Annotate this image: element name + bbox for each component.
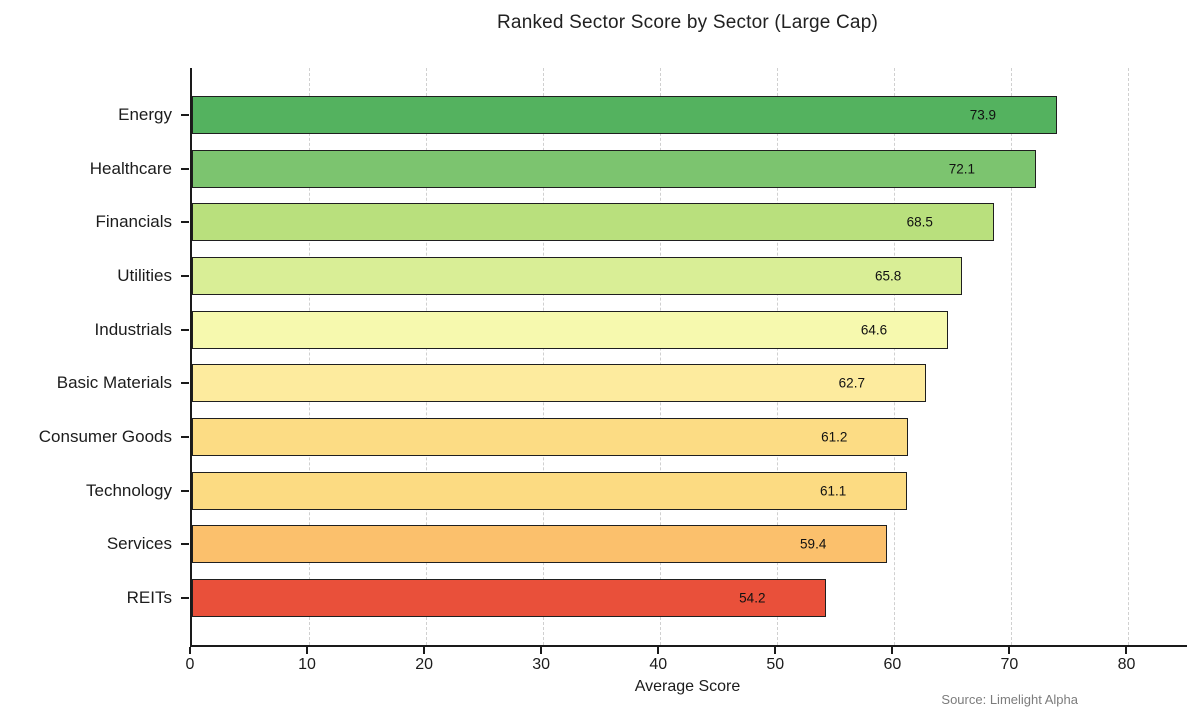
bar-value-label: 73.9 — [969, 107, 997, 123]
x-tick-mark — [540, 647, 543, 654]
x-tick-mark — [423, 647, 426, 654]
x-tick-mark — [657, 647, 660, 654]
x-tick-mark — [189, 647, 191, 654]
gridline-x-50 — [776, 68, 778, 645]
y-tick-mark — [181, 436, 189, 438]
gridline-x-70 — [1010, 68, 1012, 645]
x-tick-label-40: 40 — [649, 656, 668, 673]
y-tick-mark — [181, 114, 189, 116]
bar-energy: 73.9 — [192, 96, 1058, 134]
x-tick-label-30: 30 — [532, 656, 551, 673]
gridline-x-20 — [425, 68, 427, 645]
bar-reits: 54.2 — [192, 579, 827, 617]
bar-consumer-goods: 61.2 — [192, 418, 909, 456]
category-label-consumer-goods: Consumer Goods — [38, 427, 172, 446]
category-label-industrials: Industrials — [94, 319, 172, 339]
bar-value-label: 61.2 — [821, 429, 848, 445]
chart-title: Ranked Sector Score by Sector (Large Cap… — [497, 12, 878, 33]
gridline-x-40 — [659, 68, 661, 645]
category-label-financials: Financials — [95, 212, 172, 232]
gridline-x-80 — [1127, 68, 1129, 645]
gridline-x-60 — [893, 68, 895, 645]
x-tick-label-50: 50 — [766, 656, 785, 673]
bar-technology: 61.1 — [192, 471, 908, 510]
x-tick-label-20: 20 — [415, 656, 434, 673]
bar-value-label: 64.6 — [860, 322, 888, 338]
source-note: Source: Limelight Alpha — [941, 692, 1078, 707]
category-label-reits: REITs — [126, 588, 172, 607]
x-tick-label-80: 80 — [1117, 656, 1136, 673]
y-tick-mark — [181, 328, 189, 331]
x-tick-mark — [774, 647, 777, 654]
y-tick-mark — [181, 489, 189, 492]
bar-financials: 68.5 — [192, 203, 994, 242]
category-label-technology: Technology — [85, 480, 172, 500]
x-tick-label-70: 70 — [1000, 656, 1019, 673]
bar-utilities: 65.8 — [192, 257, 963, 295]
x-tick-mark — [891, 647, 894, 654]
x-tick-label-10: 10 — [298, 656, 316, 673]
bar-services: 59.4 — [192, 525, 888, 564]
x-tick-mark — [306, 647, 309, 654]
bar-basic-materials: 62.7 — [192, 364, 926, 403]
category-label-basic-materials: Basic Materials — [56, 373, 172, 393]
plot-area: 73.9 72.1 68.5 65.8 64.6 62.7 61.2 61.1 59.4 54.2 — [190, 68, 1187, 647]
bar-value-label: 62.7 — [838, 375, 865, 391]
bar-value-label: 72.1 — [948, 161, 975, 177]
gridline-x-30 — [542, 68, 544, 645]
bar-value-label: 59.4 — [800, 536, 827, 552]
bar-value-label: 61.1 — [819, 483, 847, 499]
x-tick-label-60: 60 — [883, 656, 902, 673]
bar-healthcare: 72.1 — [192, 149, 1036, 188]
y-tick-mark — [181, 275, 189, 277]
bar-industrials: 64.6 — [192, 310, 949, 349]
x-tick-label-0: 0 — [185, 656, 195, 673]
category-label-utilities: Utilities — [117, 266, 172, 285]
x-axis-label: Average Score — [634, 678, 741, 695]
y-tick-mark — [181, 543, 189, 546]
y-tick-mark — [181, 382, 189, 385]
y-tick-mark — [181, 167, 189, 170]
bar-value-label: 65.8 — [874, 268, 902, 284]
category-label-healthcare: Healthcare — [89, 158, 172, 178]
gridline-x-10 — [308, 68, 310, 645]
x-tick-mark — [1125, 647, 1128, 654]
y-tick-mark — [181, 597, 189, 599]
category-label-energy: Energy — [118, 105, 172, 124]
bar-value-label: 68.5 — [906, 214, 933, 230]
y-tick-mark — [181, 221, 189, 224]
x-tick-mark — [1008, 647, 1011, 654]
category-label-services: Services — [106, 534, 172, 554]
bar-value-label: 54.2 — [739, 590, 766, 606]
